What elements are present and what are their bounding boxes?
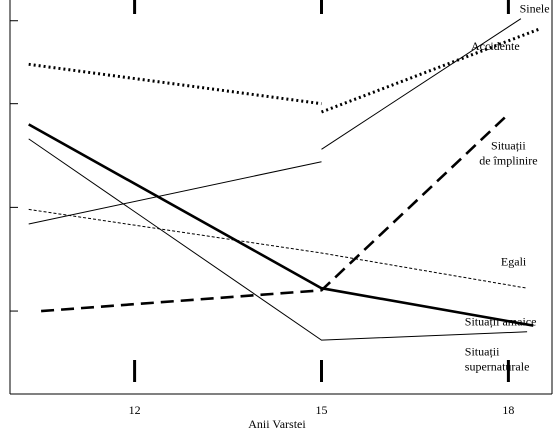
series-line-3-segment-0 — [28, 208, 528, 289]
x-axis-title: Anii Varstei — [248, 417, 306, 431]
plot-frame — [9, 0, 553, 395]
series-5 — [28, 138, 528, 341]
series-label-3-line-0: Egali — [501, 254, 527, 268]
series-3 — [28, 208, 528, 289]
series-label-3: Egali — [501, 254, 527, 268]
series-label-0-line-0: Sinele — [520, 1, 550, 15]
series-line-0-segment-0 — [28, 161, 322, 225]
series-label-4: Situații amaice — [465, 315, 537, 329]
series-label-1: Accidente — [471, 39, 520, 53]
x-tick-labels: 12 15 18 — [129, 403, 515, 417]
series-2 — [41, 113, 510, 313]
series-4 — [28, 123, 534, 327]
series-label-0: Sinele — [520, 1, 550, 15]
x-tick-label-15: 15 — [315, 403, 327, 417]
series-label-4-line-0: Situații amaice — [465, 315, 537, 329]
series-line-2-segment-0 — [41, 113, 510, 313]
series-label-1-line-0: Accidente — [471, 39, 520, 53]
axis-ticks — [10, 0, 510, 382]
series-line-1-segment-0 — [28, 62, 322, 106]
series-label-5-line-1: supernaturale — [465, 360, 530, 374]
series-1 — [28, 27, 541, 114]
series-line-0-segment-1 — [321, 18, 522, 150]
series-label-2-line-1: de împlinire — [479, 153, 537, 167]
series-label-2-line-0: Situații — [491, 138, 526, 152]
series-label-2: Situații de împlinire — [479, 138, 537, 167]
series-line-5-segment-0 — [28, 138, 528, 341]
series-line-1-segment-1 — [320, 27, 541, 114]
series-label-5: Situații supernaturale — [465, 345, 530, 374]
x-tick-label-12: 12 — [129, 403, 141, 417]
series-label-5-line-0: Situații — [465, 345, 500, 359]
series-0 — [28, 18, 522, 225]
series-line-4-segment-0 — [28, 123, 534, 327]
series-lines — [28, 18, 541, 341]
x-tick-label-18: 18 — [502, 403, 514, 417]
